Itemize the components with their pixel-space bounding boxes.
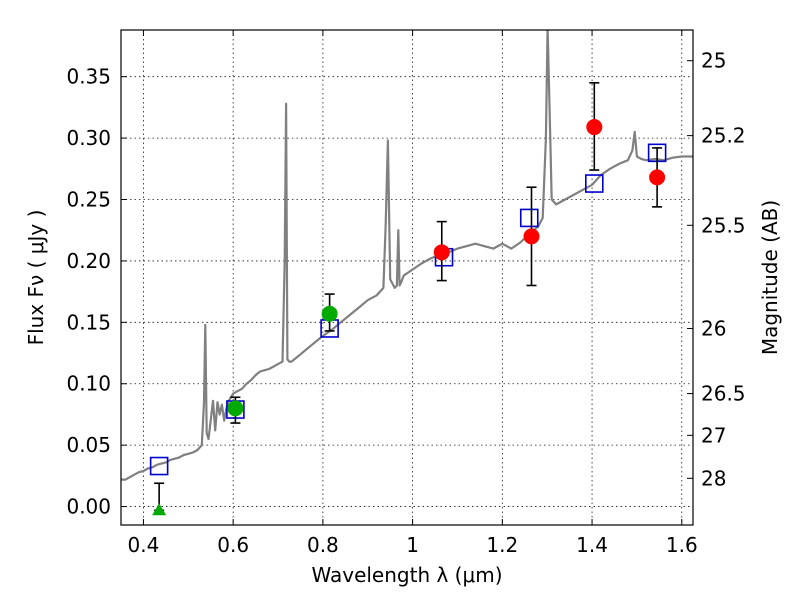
plot-frame [120, 29, 694, 526]
x-axis-label: Wavelength λ (μm) [311, 563, 502, 587]
y2-axis-label: Magnitude (AB) [758, 200, 782, 355]
photometry-layer [149, 82, 667, 516]
y-tick-label: 0.20 [66, 249, 111, 273]
x-tick-label: 1 [406, 533, 419, 557]
grid-lines [121, 30, 693, 525]
data-point-circle [321, 305, 338, 322]
x-tick-label: 0.6 [217, 533, 249, 557]
data-point-circle [227, 400, 244, 417]
y2-tick-label: 25.2 [701, 124, 746, 148]
data-point-triangle [152, 503, 167, 516]
y-tick-label: 0.25 [66, 188, 111, 212]
x-tick-label: 1.2 [486, 533, 518, 557]
y-axis-label: Flux Fν ( μJy ) [24, 210, 48, 346]
y2-tick-label: 26.5 [701, 382, 746, 406]
y-tick-label: 0.10 [66, 372, 111, 396]
series-filled-triangle-3 [152, 482, 167, 516]
data-point-circle [586, 119, 603, 136]
series-filled-circle-4 [433, 82, 666, 287]
x-tick-label: 1.6 [666, 533, 698, 557]
y2-tick-label: 27 [701, 423, 726, 447]
x-tick-label: 0.4 [128, 533, 160, 557]
data-point-circle [523, 228, 540, 245]
data-point-square [519, 208, 539, 228]
y2-tick-label: 25 [701, 49, 726, 73]
data-point-circle [433, 244, 450, 261]
data-point-square [149, 456, 169, 476]
spectrum-line [121, 30, 693, 481]
y-tick-label: 0.30 [66, 126, 111, 150]
y2-tick-label: 25.5 [701, 213, 746, 237]
y-tick-label: 0.05 [66, 433, 111, 457]
spectrum-layer [121, 30, 693, 481]
series-open-square-1 [149, 143, 667, 476]
data-point-circle [649, 169, 666, 186]
x-tick-label: 1.4 [576, 533, 608, 557]
y-tick-label: 0.35 [66, 65, 111, 89]
y-tick-label: 0.00 [66, 495, 111, 519]
y2-tick-label: 26 [701, 316, 726, 340]
x-tick-label: 0.8 [307, 533, 339, 557]
series-filled-circle-2 [227, 293, 338, 424]
y2-tick-label: 28 [701, 466, 726, 490]
tick-layer: 0.4 0.6 0.8 1 1.2 1.4 1.6 0.00 0.05 0.10 0.15 0.20 0… [66, 30, 746, 557]
data-point-square [585, 174, 604, 193]
y-tick-label: 0.15 [66, 310, 111, 334]
